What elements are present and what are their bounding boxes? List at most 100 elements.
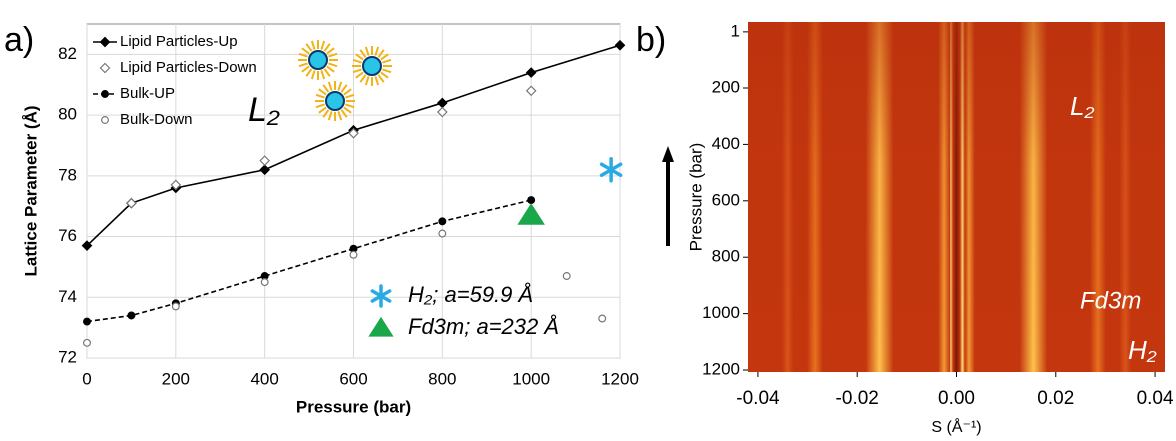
x-tick-label: 400 xyxy=(250,369,278,388)
marker xyxy=(260,278,269,287)
x-tick-label: 1000 xyxy=(512,369,550,388)
icon-ray xyxy=(364,76,370,86)
marker xyxy=(370,284,392,308)
icon-ray xyxy=(359,49,367,58)
x-tick-label: -0.04 xyxy=(736,388,780,409)
icon-ray xyxy=(382,68,392,74)
icon-ray xyxy=(327,81,333,91)
icon-ray xyxy=(374,46,380,56)
marker xyxy=(525,85,537,97)
icon-ray xyxy=(315,93,325,99)
marker xyxy=(126,197,137,209)
y-tick-label: 400 xyxy=(712,134,740,153)
icon-ray xyxy=(380,71,389,79)
legend-label: Fd3m; a=232 Å xyxy=(408,314,559,339)
icon-ray xyxy=(323,68,331,77)
marker xyxy=(598,314,607,323)
icon-ray xyxy=(343,106,352,114)
icon-ray xyxy=(301,47,310,55)
y-tick-label: 200 xyxy=(712,77,740,96)
icon-ray xyxy=(305,43,313,52)
legend-label: Bulk-Down xyxy=(120,111,193,128)
icon-ray xyxy=(340,109,348,118)
icon-ray xyxy=(315,103,325,109)
legend-label: H₂; a=59.9 Å xyxy=(408,282,533,307)
y-tick-label: 72 xyxy=(58,347,77,366)
icon-ray xyxy=(320,40,326,50)
marker xyxy=(83,317,91,326)
x-tick-label: 0.02 xyxy=(1037,388,1074,409)
y-axis-label: Pressure (bar) xyxy=(686,143,705,252)
icon-ray xyxy=(298,52,308,58)
marker xyxy=(101,116,109,124)
icon-ray xyxy=(328,52,338,58)
marker xyxy=(368,316,394,337)
marker xyxy=(438,217,447,226)
marker xyxy=(171,302,180,311)
heatmap-shade xyxy=(748,22,1165,372)
y-tick-label: 82 xyxy=(58,44,77,63)
marker xyxy=(83,338,91,347)
icon-ray xyxy=(337,111,343,121)
panel-label: a) xyxy=(4,21,34,59)
marker xyxy=(438,229,447,238)
marker xyxy=(170,179,182,191)
y-axis-label: Lattice Parameter (Å) xyxy=(21,105,40,276)
icon-core xyxy=(308,50,328,70)
y-tick-label: 1000 xyxy=(702,303,740,322)
icon-ray xyxy=(326,47,335,55)
icon-ray xyxy=(345,93,355,99)
marker xyxy=(527,196,536,205)
icon-ray xyxy=(343,88,352,96)
marker xyxy=(436,106,448,118)
x-axis-label: S (Å⁻¹) xyxy=(931,417,981,436)
marker xyxy=(349,250,358,259)
marker xyxy=(599,156,623,183)
annotation: L₂ xyxy=(1070,91,1094,121)
marker xyxy=(525,67,537,78)
icon-ray xyxy=(352,68,362,74)
icon-core xyxy=(325,91,345,111)
annotation: L₂ xyxy=(248,91,280,129)
icon-core xyxy=(362,56,382,76)
icon-ray xyxy=(310,40,316,50)
y-tick-label: 600 xyxy=(712,190,740,209)
y-tick-label: 80 xyxy=(58,105,77,124)
arrow-head xyxy=(662,146,674,162)
icon-ray xyxy=(328,62,338,68)
y-tick-label: 1 xyxy=(731,21,740,40)
icon-ray xyxy=(340,84,348,93)
legend-label: Lipid Particles-Down xyxy=(120,59,257,76)
legend-label: Bulk-UP xyxy=(120,85,175,102)
icon-ray xyxy=(322,109,330,118)
marker xyxy=(127,311,136,320)
icon-ray xyxy=(377,49,385,58)
marker xyxy=(517,203,545,225)
annotation: Fd3m xyxy=(1080,287,1141,314)
x-tick-label: 600 xyxy=(339,369,367,388)
annotation: H₂ xyxy=(1128,335,1157,365)
icon-ray xyxy=(382,58,392,64)
icon-ray xyxy=(301,65,310,73)
x-tick-label: 1200 xyxy=(601,369,639,388)
y-tick-label: 74 xyxy=(58,287,77,306)
icon-ray xyxy=(380,53,389,61)
marker xyxy=(81,240,93,252)
icon-ray xyxy=(364,46,370,56)
icon-ray xyxy=(323,43,331,52)
icon-ray xyxy=(355,71,364,79)
icon-ray xyxy=(298,62,308,68)
y-tick-label: 800 xyxy=(712,247,740,266)
icon-ray xyxy=(320,70,326,80)
legend-label: Lipid Particles-Up xyxy=(120,33,238,50)
icon-ray xyxy=(337,81,343,91)
marker xyxy=(348,127,359,139)
icon-ray xyxy=(326,65,335,73)
icon-ray xyxy=(355,53,364,61)
marker xyxy=(562,272,571,280)
x-tick-label: 0 xyxy=(82,369,91,388)
icon-ray xyxy=(359,74,367,83)
x-tick-label: 0.04 xyxy=(1137,388,1174,409)
icon-ray xyxy=(310,70,316,80)
